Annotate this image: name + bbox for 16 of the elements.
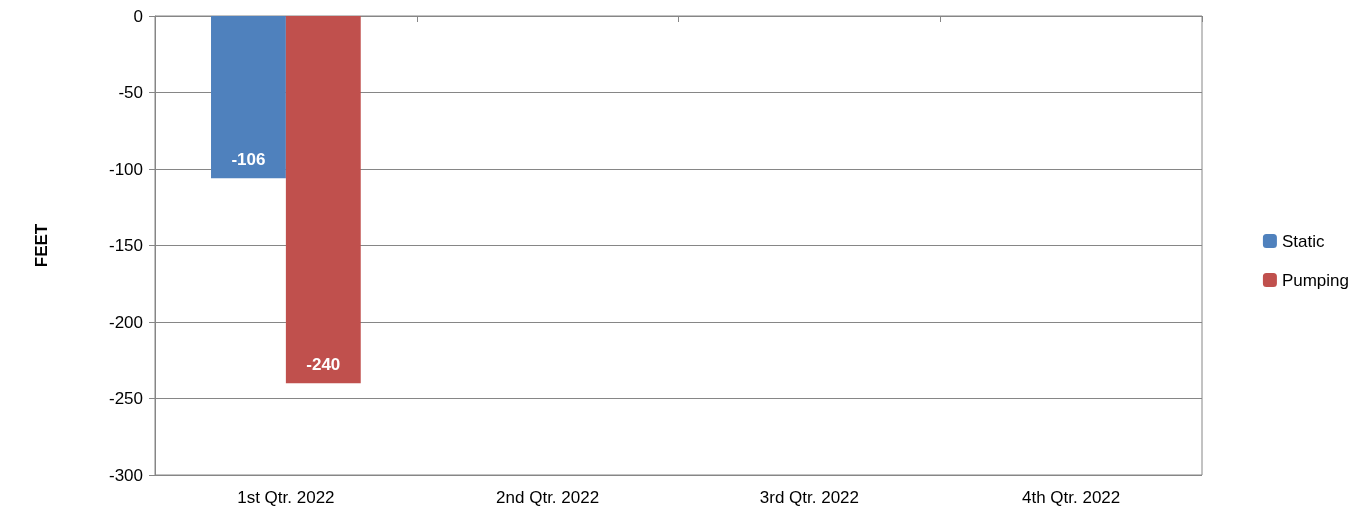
data-label: -240	[306, 355, 341, 375]
legend-label: Static	[1281, 231, 1325, 251]
data-label: -106	[231, 150, 266, 170]
x-tick-label: 1st Qtr. 2022	[237, 488, 335, 507]
y-tick-label: -150	[108, 236, 143, 255]
y-tick-label: -250	[108, 389, 143, 408]
y-tick-label: -50	[118, 83, 143, 102]
x-tick-label: 3rd Qtr. 2022	[759, 488, 859, 507]
y-tick-label: -300	[108, 465, 143, 485]
x-tick-label: 2nd Qtr. 2022	[496, 488, 600, 507]
legend-label: Pumping	[1281, 270, 1350, 290]
y-tick-label: -200	[108, 312, 143, 332]
x-tick-label: 4th Qtr. 2022	[1021, 488, 1121, 507]
y-tick-label: -100	[108, 159, 143, 179]
y-tick-label: 0	[133, 6, 143, 26]
y-axis-title: FEET	[32, 223, 51, 268]
